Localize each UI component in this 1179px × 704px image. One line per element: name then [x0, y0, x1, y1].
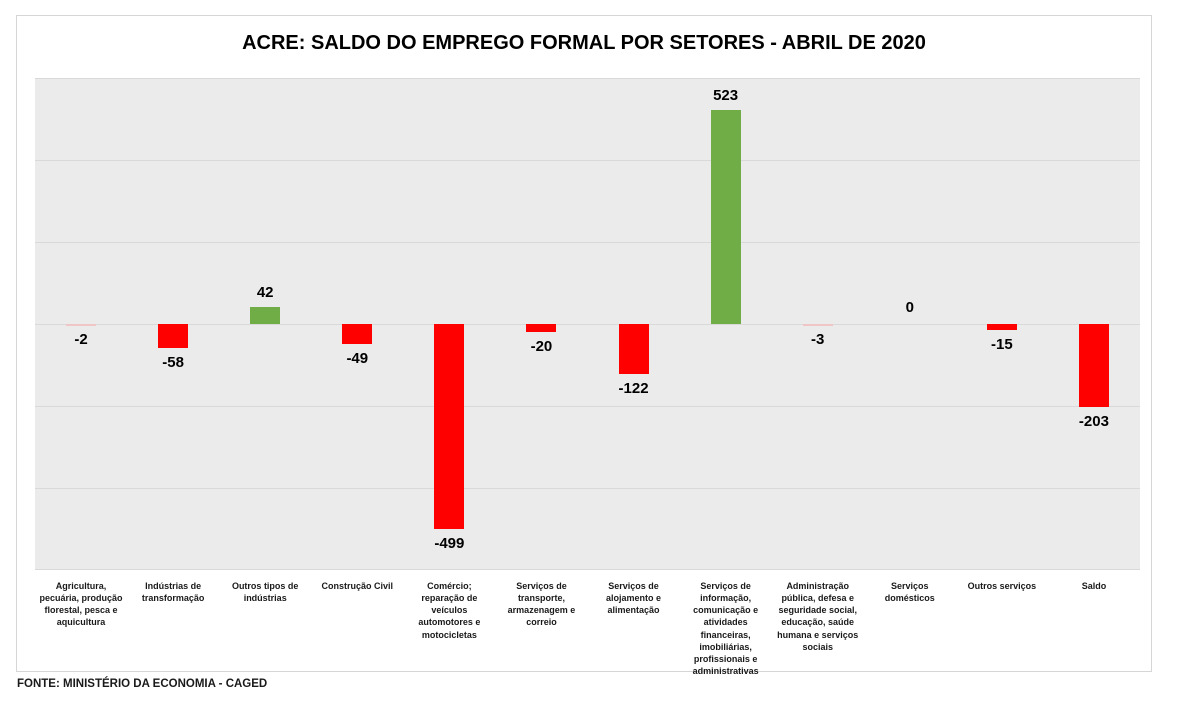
gridline — [35, 406, 1140, 407]
category-label: Comércio; reparação de veículos automoto… — [418, 581, 481, 640]
category-label: Administração pública, defesa e segurida… — [777, 581, 859, 652]
category-label: Serviços de transporte, armazenagem e co… — [507, 581, 576, 628]
value-label: -499 — [434, 534, 465, 552]
category-label: Saldo — [1081, 581, 1107, 591]
value-label: -3 — [811, 331, 825, 349]
bar-1 — [66, 324, 97, 326]
value-label: -58 — [162, 353, 184, 371]
value-label: -20 — [530, 338, 553, 356]
value-label: -2 — [74, 330, 88, 348]
bar-12 — [1078, 324, 1109, 408]
bar-9 — [802, 324, 833, 326]
gridline — [35, 160, 1140, 161]
bar-4 — [342, 324, 373, 345]
value-label: -15 — [991, 336, 1013, 354]
category-label: Indústrias de transformação — [141, 581, 205, 604]
gridline — [35, 242, 1140, 243]
value-label: 0 — [905, 299, 914, 316]
category-label: Construção Civil — [321, 581, 394, 591]
gridline — [35, 569, 1140, 570]
bar-7 — [618, 324, 649, 375]
category-label: Outros tipos de indústrias — [231, 581, 299, 604]
value-label: -49 — [346, 350, 369, 368]
category-label: Agricultura, pecuária, produção floresta… — [39, 581, 123, 628]
category-axis: Agricultura, pecuária, produção floresta… — [35, 580, 1140, 677]
bar-3 — [250, 306, 281, 324]
bar-6 — [526, 324, 557, 333]
bar-8 — [710, 109, 741, 324]
source-note: FONTE: MINISTÉRIO DA ECONOMIA - CAGED — [17, 678, 268, 690]
zero-axis-line — [35, 324, 1140, 325]
value-label: 523 — [713, 86, 739, 104]
bar-11 — [986, 324, 1017, 331]
category-label: Serviços domésticos — [884, 581, 935, 604]
bar-5 — [434, 324, 465, 529]
chart-title: ACRE: SALDO DO EMPREGO FORMAL POR SETORE… — [242, 32, 926, 54]
value-label: 42 — [256, 283, 274, 301]
value-label: -122 — [618, 380, 649, 398]
bar-2 — [158, 324, 189, 348]
gridline — [35, 488, 1140, 489]
category-label: Serviços de informação, comunicação e at… — [692, 581, 759, 676]
plot-area: -2 -58 42 -49 -499 -20 -122 523 -3 0 -15 -203 — [35, 78, 1140, 570]
category-label: Outros serviços — [967, 581, 1037, 591]
value-label: -203 — [1078, 413, 1109, 431]
chart-frame: ACRE: SALDO DO EMPREGO FORMAL POR SETORE… — [16, 15, 1152, 676]
category-label: Serviços de alojamento e alimentação — [606, 581, 662, 616]
gridline — [35, 78, 1140, 79]
